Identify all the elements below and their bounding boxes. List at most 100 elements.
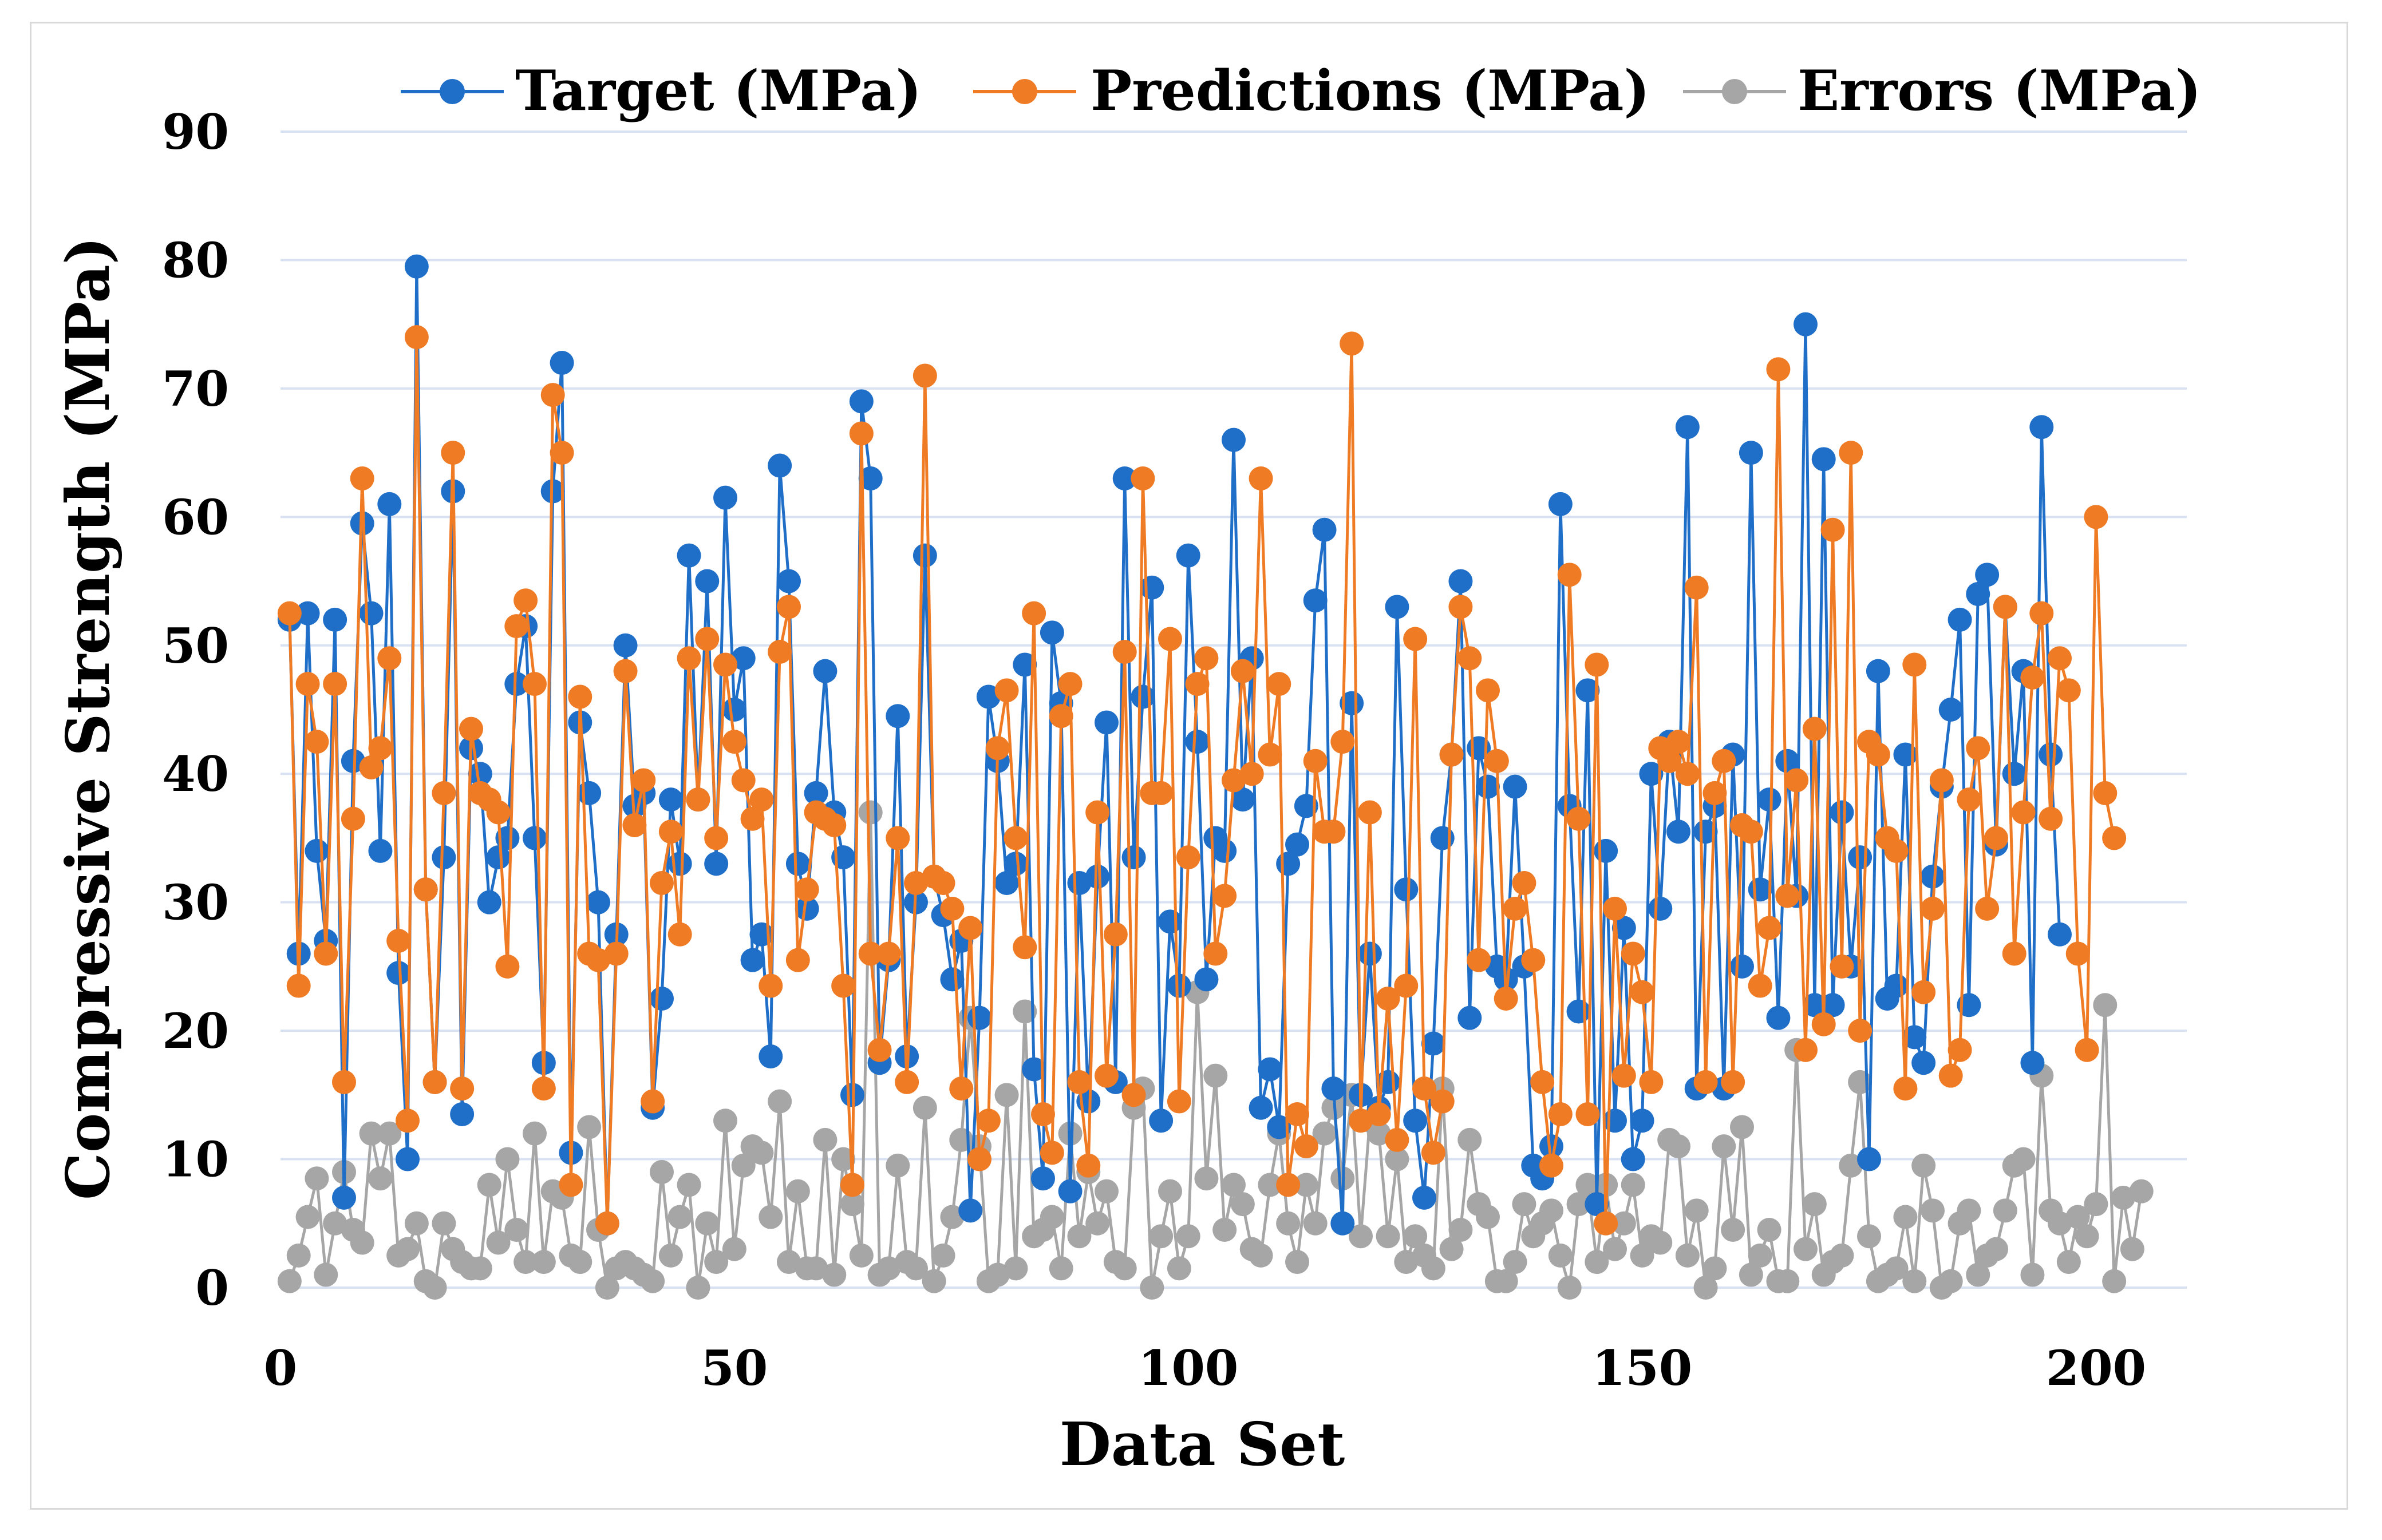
error-point: [1684, 1198, 1709, 1223]
error-point: [1394, 1250, 1419, 1274]
target-point: [1476, 774, 1500, 799]
error-point: [1921, 1198, 1945, 1223]
prediction-point: [931, 871, 955, 895]
prediction-point: [1076, 1153, 1101, 1178]
legend-label-target: Target (MPa): [515, 58, 922, 123]
target-point: [967, 1005, 991, 1030]
prediction-point: [1966, 736, 1990, 761]
target-point: [1167, 973, 1191, 998]
prediction-point: [1494, 987, 1518, 1011]
prediction-point: [713, 652, 737, 677]
prediction-point: [876, 941, 901, 966]
prediction-point: [523, 672, 547, 696]
error-point: [1739, 1262, 1763, 1287]
prediction-point: [1594, 1211, 1618, 1236]
error-point: [813, 1127, 838, 1152]
target-point: [1249, 1095, 1273, 1120]
error-point: [641, 1269, 665, 1293]
target-point: [450, 1102, 475, 1126]
target-point: [577, 781, 602, 805]
target-point: [976, 684, 1001, 709]
error-point: [504, 1218, 529, 1242]
prediction-point: [1294, 1134, 1318, 1159]
error-point: [531, 1250, 556, 1274]
prediction-point: [1775, 884, 1800, 908]
error-point: [1993, 1198, 2017, 1223]
target-point: [795, 896, 819, 921]
error-point: [731, 1153, 756, 1178]
error-point: [1403, 1224, 1428, 1249]
prediction-point: [1330, 730, 1355, 754]
target-point: [377, 492, 402, 516]
target-point: [1394, 877, 1419, 902]
prediction-point: [1794, 1038, 1818, 1062]
prediction-point: [1203, 941, 1228, 966]
error-point: [1095, 1179, 1119, 1204]
prediction-point: [867, 1038, 892, 1062]
prediction-point: [1484, 749, 1509, 773]
prediction-point: [341, 806, 365, 831]
prediction-point: [1004, 826, 1028, 850]
prediction-point: [795, 877, 819, 902]
prediction-point: [2020, 665, 2045, 690]
series-predictions: [277, 325, 2127, 1236]
prediction-point: [1040, 1141, 1064, 1165]
target-point: [523, 826, 547, 850]
error-point: [2056, 1250, 2081, 1274]
prediction-point: [1085, 800, 1110, 825]
prediction-point: [1512, 871, 1536, 895]
target-point: [650, 987, 674, 1011]
error-point: [1376, 1224, 1400, 1249]
prediction-point: [1285, 1102, 1309, 1126]
y-tick-label: 90: [162, 104, 229, 160]
error-point: [931, 1243, 955, 1268]
target-point: [1340, 691, 1364, 715]
prediction-point: [940, 896, 965, 921]
prediction-point: [1185, 672, 1210, 696]
prediction-point: [731, 768, 756, 793]
error-point: [1548, 1243, 1573, 1268]
target-point: [1095, 710, 1119, 735]
target-point: [1830, 800, 1854, 825]
prediction-point: [586, 948, 610, 972]
error-point: [1494, 1269, 1518, 1293]
prediction-point: [1194, 646, 1219, 671]
prediction-point: [559, 1173, 583, 1197]
x-tick-label: 150: [1592, 1340, 1692, 1396]
target-point: [504, 672, 529, 696]
prediction-point: [912, 363, 937, 388]
error-point: [1212, 1218, 1237, 1242]
prediction-point: [2093, 781, 2118, 805]
error-point: [2065, 1205, 2090, 1229]
target-point: [295, 601, 320, 625]
prediction-point: [1412, 1076, 1436, 1101]
target-point: [1303, 588, 1328, 613]
prediction-point: [1303, 749, 1328, 773]
error-point: [1476, 1205, 1500, 1229]
prediction-point: [1702, 781, 1727, 805]
prediction-point: [1802, 716, 1827, 741]
target-point: [1013, 652, 1037, 677]
prediction-point: [1394, 973, 1419, 998]
prediction-point: [667, 922, 692, 947]
prediction-point: [1376, 987, 1400, 1011]
prediction-point: [305, 730, 329, 754]
error-point: [1702, 1256, 1727, 1281]
prediction-point: [1049, 704, 1073, 729]
prediction-point: [1848, 1019, 1873, 1043]
prediction-point: [1675, 762, 1700, 786]
target-point: [1585, 1192, 1609, 1217]
error-point: [595, 1276, 619, 1300]
error-point: [1911, 1153, 1936, 1178]
x-axis-ticks: 0 50 100 150 200: [264, 1340, 2146, 1396]
error-point: [1249, 1243, 1273, 1268]
prediction-point: [1149, 781, 1174, 805]
error-point: [1167, 1256, 1191, 1281]
error-point: [2020, 1262, 2045, 1287]
target-point: [658, 787, 683, 812]
prediction-point: [1811, 1012, 1836, 1036]
target-point: [1938, 698, 1963, 722]
target-point: [1158, 909, 1182, 934]
prediction-point: [768, 640, 792, 664]
error-point: [713, 1109, 737, 1133]
